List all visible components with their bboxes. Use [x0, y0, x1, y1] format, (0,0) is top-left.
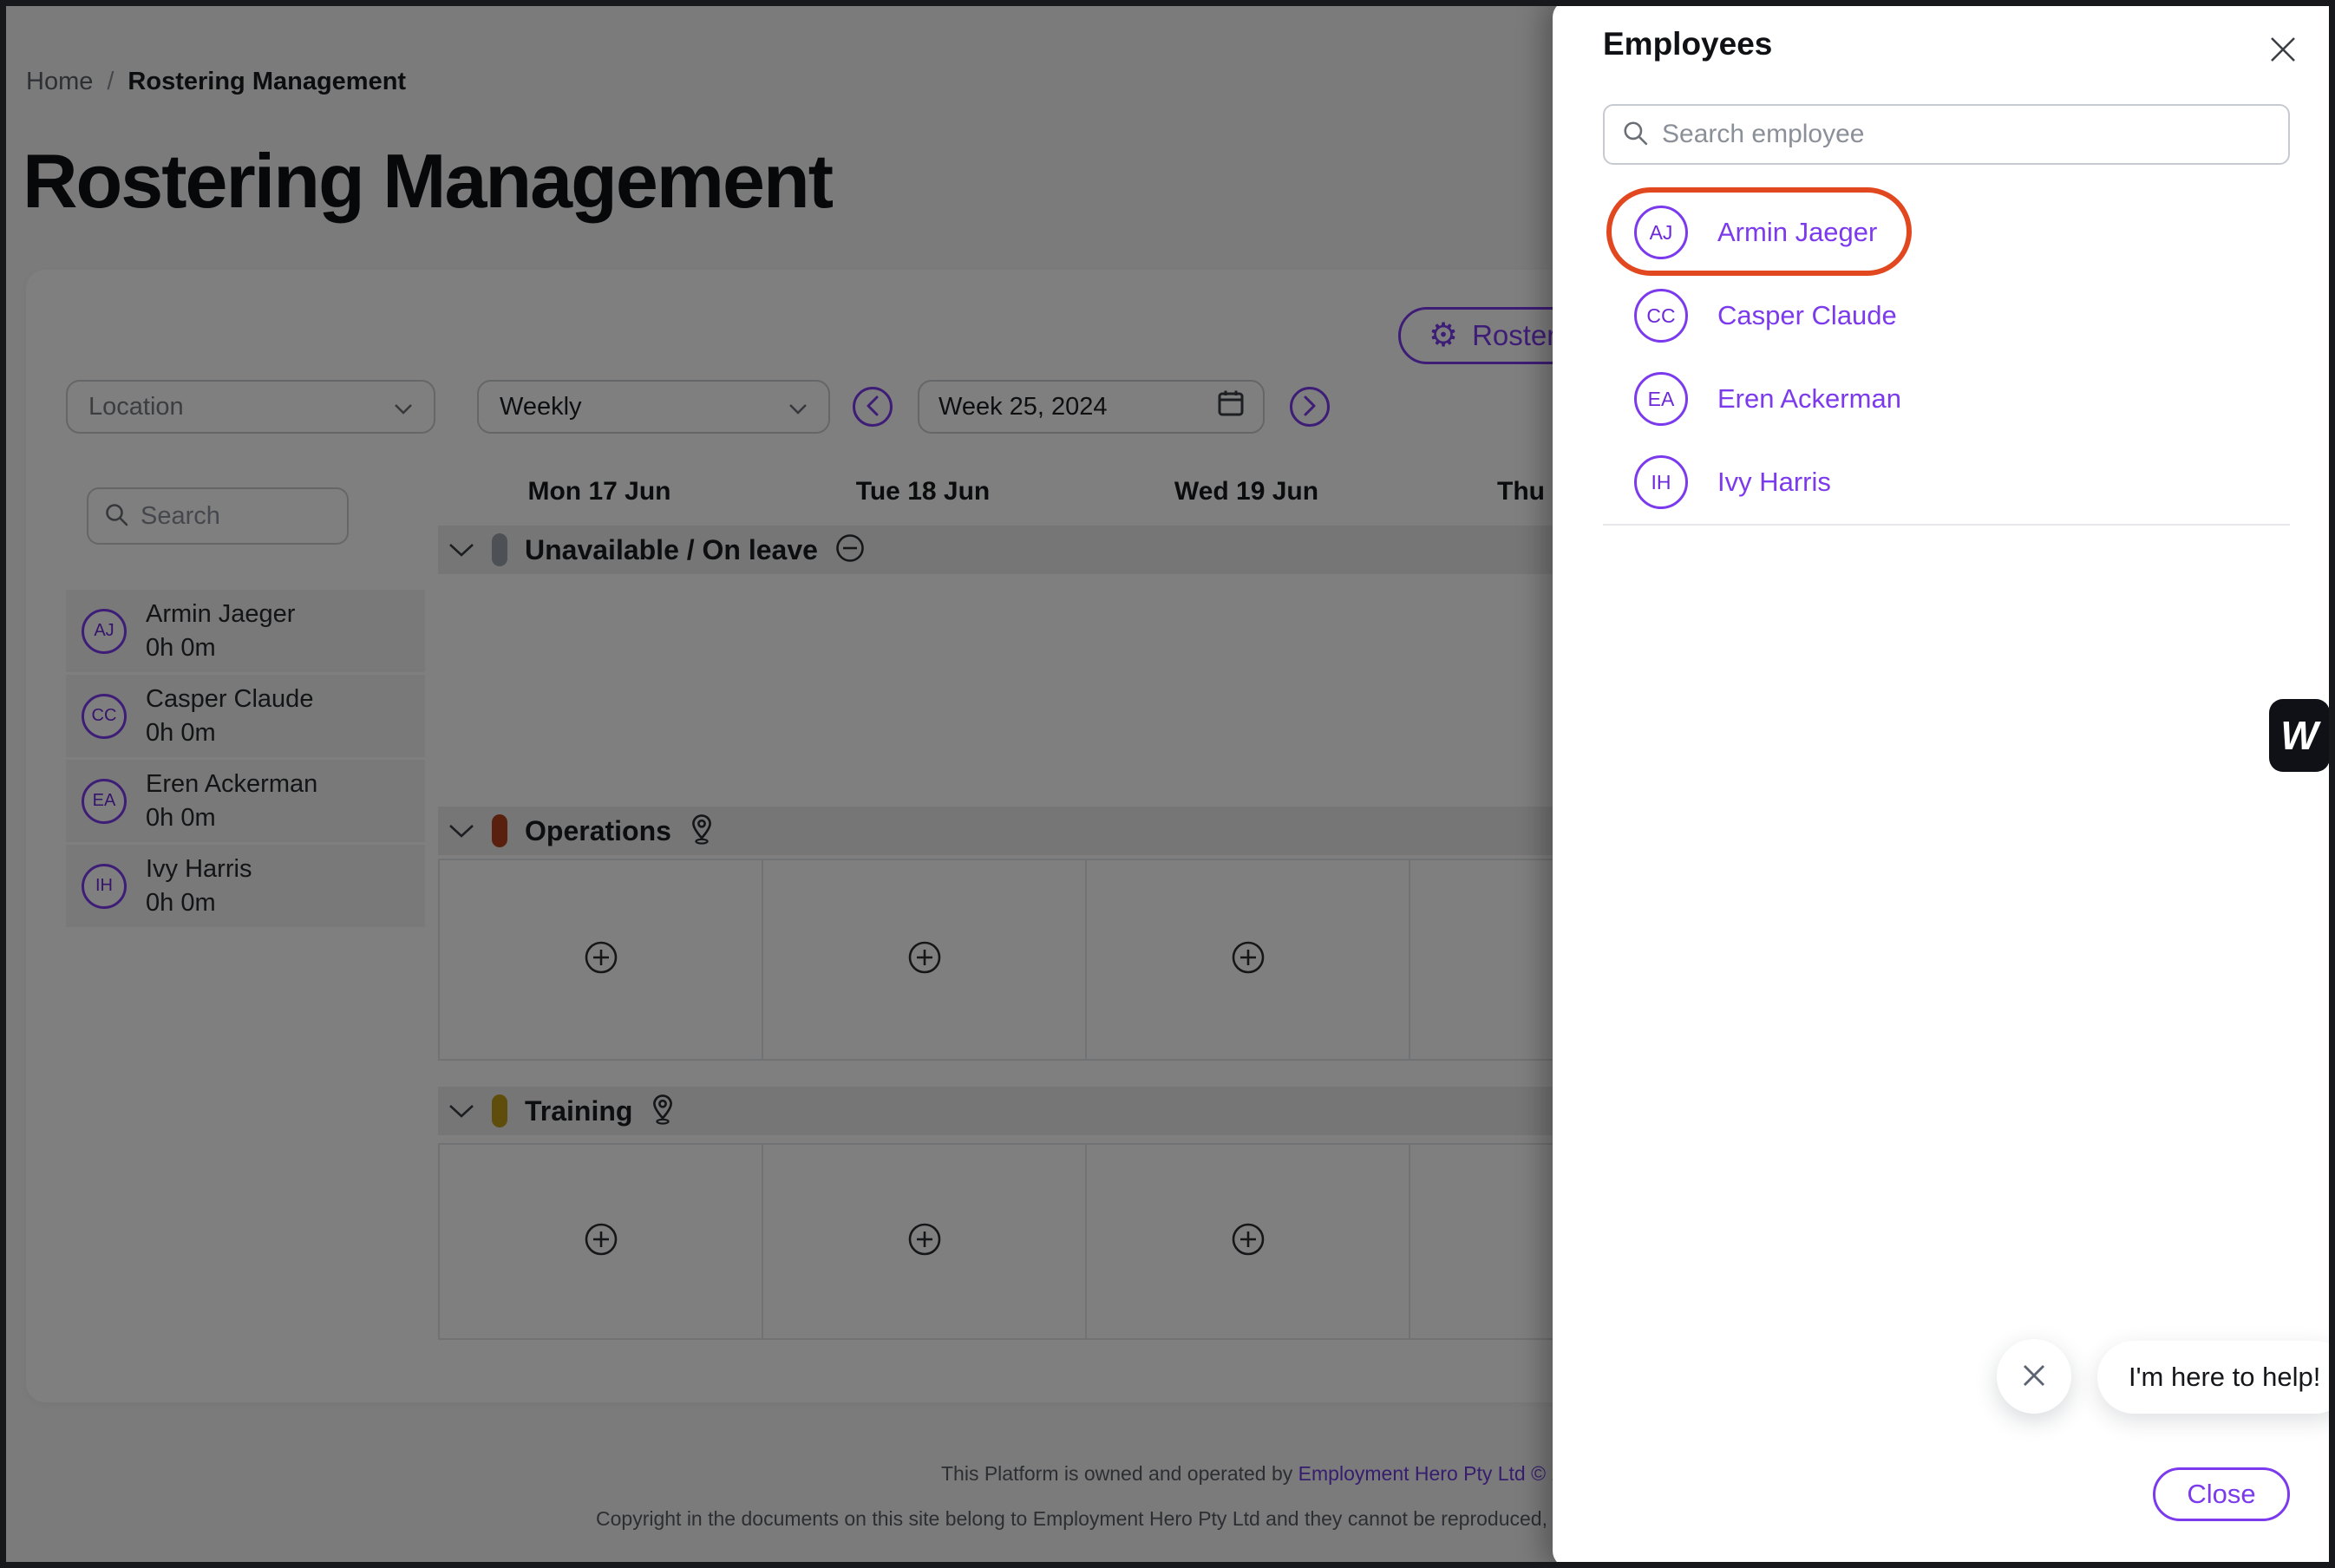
drawer-title: Employees — [1603, 26, 1773, 62]
drawer-search-input[interactable] — [1662, 120, 2271, 149]
close-icon — [2021, 1362, 2047, 1391]
drawer-employee-row-casper[interactable]: CC Casper Claude — [1603, 274, 2210, 357]
search-icon — [1622, 120, 1648, 150]
drawer-close-footer-button[interactable]: Close — [2153, 1467, 2290, 1521]
avatar: EA — [1634, 372, 1688, 426]
avatar: IH — [1634, 455, 1688, 509]
drawer-search-box — [1603, 104, 2290, 165]
employee-name: Armin Jaeger — [1717, 217, 1878, 247]
avatar: AJ — [1634, 206, 1688, 259]
employee-name: Casper Claude — [1717, 300, 1897, 330]
drawer-employee-row-armin[interactable]: AJ Armin Jaeger — [1603, 191, 2210, 274]
walkthrough-widget-tab[interactable]: W — [2269, 699, 2330, 772]
w-logo-icon: W — [2280, 713, 2319, 758]
help-widget-dismiss-button[interactable] — [1997, 1339, 2071, 1414]
employee-name: Ivy Harris — [1717, 467, 1831, 497]
employees-drawer: Employees AJ Armin Jaeger CC Casper Clau… — [1553, 0, 2335, 1568]
help-tooltip: I'm here to help! — [2097, 1341, 2335, 1414]
close-icon — [2268, 35, 2298, 67]
employee-name: Eren Ackerman — [1717, 383, 1901, 414]
drawer-employee-row-eren[interactable]: EA Eren Ackerman — [1603, 357, 2210, 441]
drawer-close-button[interactable] — [2264, 31, 2302, 69]
avatar: CC — [1634, 289, 1688, 343]
drawer-employee-row-ivy[interactable]: IH Ivy Harris — [1603, 441, 2210, 524]
drawer-divider — [1603, 524, 2290, 526]
